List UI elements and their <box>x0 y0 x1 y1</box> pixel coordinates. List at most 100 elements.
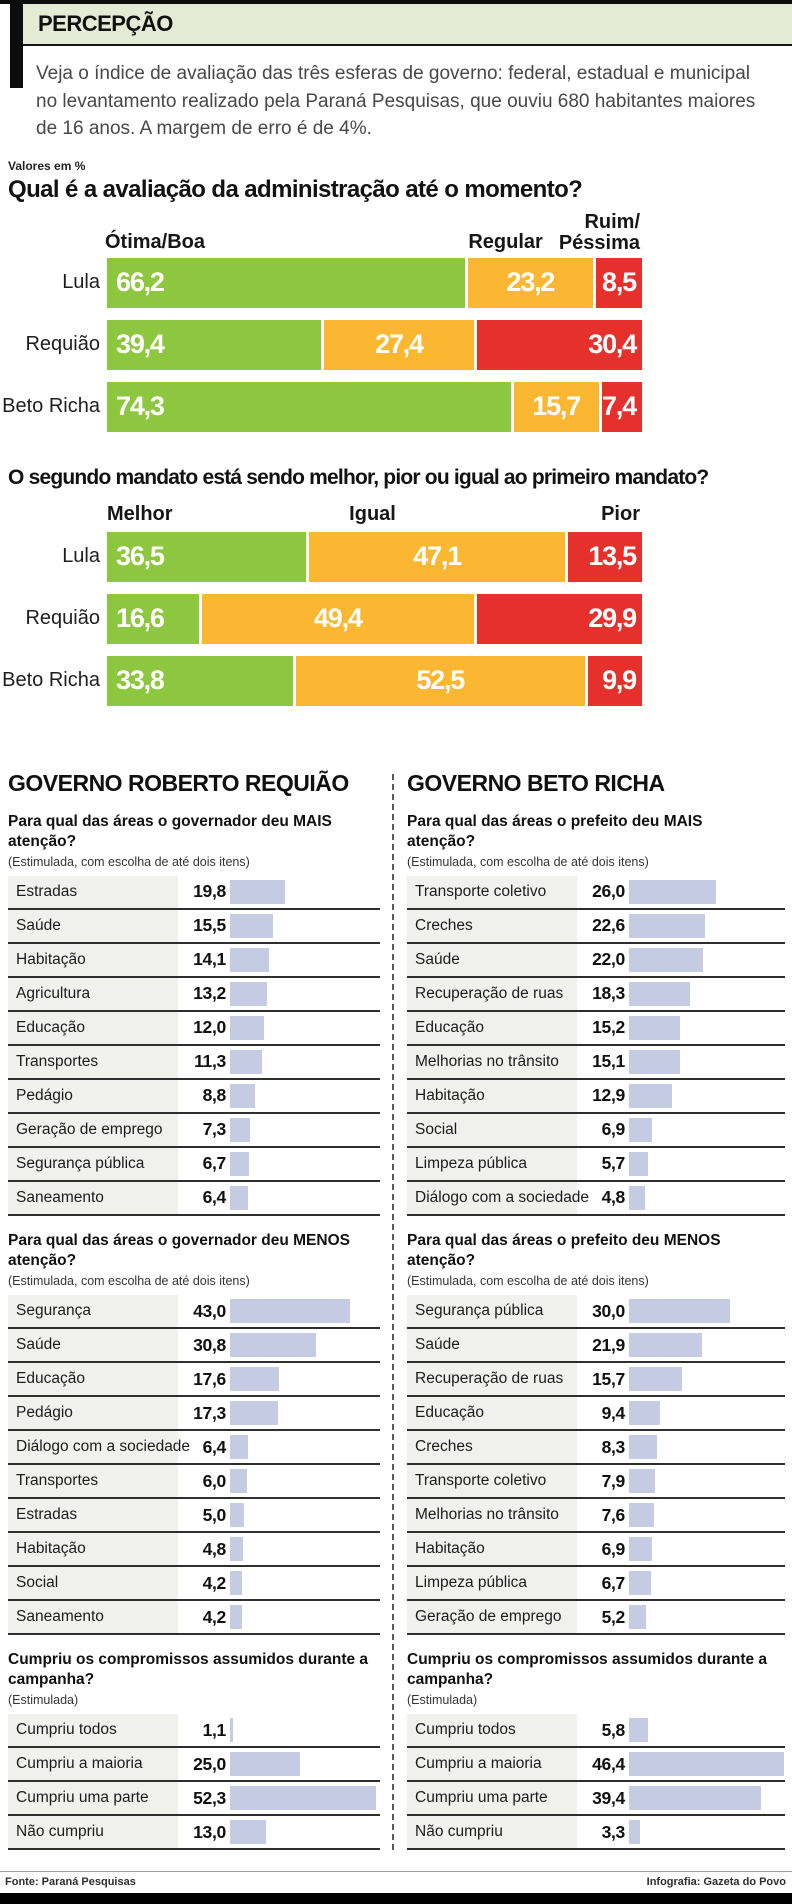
item-value: 6,9 <box>601 1119 626 1140</box>
list-row: Transporte coletivo 7,9 <box>407 1465 785 1500</box>
list-row: Segurança 43,0 <box>8 1295 380 1330</box>
question: Para qual das áreas o governador deu MAI… <box>8 812 332 850</box>
chart-title: Qual é a avaliação da administração até … <box>8 175 583 203</box>
stacked-row: Lula 36,5 47,1 13,5 <box>0 531 792 582</box>
column-header-igual: Igual <box>349 502 396 525</box>
footer-rule <box>0 1871 792 1872</box>
list-row: Pedágio 17,3 <box>8 1397 380 1432</box>
question-note: (Estimulada) <box>8 1693 79 1708</box>
segment-value: 66,2 <box>116 267 165 298</box>
panel-governo-requiao: GOVERNO ROBERTO REQUIÃO Para qual das ár… <box>8 770 380 1851</box>
item-label: Cumpriu uma parte <box>415 1789 548 1807</box>
item-label: Estradas <box>16 882 78 900</box>
item-bar <box>230 1435 248 1460</box>
item-bar <box>629 913 705 938</box>
list-row: Cumpriu uma parte 39,4 <box>407 1782 785 1817</box>
chart-title: O segundo mandato está sendo melhor, pio… <box>8 465 709 489</box>
bar-list: Transporte coletivo 26,0 Creches 22,6 Saúde 2… <box>407 875 785 1216</box>
item-value: 26,0 <box>592 881 625 902</box>
item-value: 30,8 <box>193 1334 226 1355</box>
item-label: Recuperação de ruas <box>415 1370 564 1388</box>
list-row: Social 4,2 <box>8 1567 380 1602</box>
item-bar <box>230 1605 242 1630</box>
item-bar <box>629 1401 661 1426</box>
item-value: 6,0 <box>202 1470 227 1491</box>
item-value: 7,9 <box>601 1470 626 1491</box>
stacked-row: Beto Richa 74,3 15,7 7,4 <box>0 381 792 432</box>
item-label: Transportes <box>16 1472 99 1490</box>
item-value: 22,6 <box>592 915 625 936</box>
item-value: 19,8 <box>193 881 226 902</box>
item-bar <box>629 1786 761 1811</box>
item-label: Saúde <box>16 1336 61 1354</box>
list-row: Cumpriu todos 1,1 <box>8 1714 380 1749</box>
item-bar <box>629 947 703 972</box>
list-row: Educação 17,6 <box>8 1363 380 1398</box>
item-label: Melhorias no trânsito <box>415 1506 559 1524</box>
item-value: 6,4 <box>202 1436 227 1457</box>
segment-value: 33,8 <box>116 665 165 696</box>
item-label: Habitação <box>415 1086 485 1104</box>
list-row: Cumpriu todos 5,8 <box>407 1714 785 1749</box>
segment-value: 39,4 <box>116 329 165 360</box>
item-label: Educação <box>415 1018 484 1036</box>
question-note: (Estimulada, com escolha de até dois ite… <box>8 1274 250 1289</box>
item-bar <box>230 947 270 972</box>
item-label: Segurança pública <box>16 1154 145 1172</box>
panel-title: GOVERNO BETO RICHA <box>407 769 665 796</box>
segment-value: 49,4 <box>313 603 363 634</box>
list-row: Transportes 6,0 <box>8 1465 380 1500</box>
bar-segment-1: 49,4 <box>201 593 475 644</box>
segment-value: 36,5 <box>116 541 165 572</box>
item-bar <box>629 1820 641 1845</box>
stacked-bar-chart: Lula 36,5 47,1 13,5 Requião 16,6 49,4 29,9 Beto … <box>0 531 792 706</box>
item-bar <box>230 1333 317 1358</box>
list-row: Geração de emprego 5,2 <box>407 1601 785 1636</box>
item-label: Limpeza pública <box>415 1154 528 1172</box>
source-credit: Fonte: Paraná Pesquisas <box>5 1876 136 1888</box>
question-note: (Estimulada, com escolha de até dois ite… <box>407 854 649 869</box>
list-row: Creches 22,6 <box>407 910 785 944</box>
chart-column-headers: Ótima/Boa Regular Ruim/ Péssima <box>105 204 640 254</box>
item-label: Social <box>415 1120 458 1138</box>
list-row: Educação 9,4 <box>407 1397 785 1432</box>
list-row: Habitação 6,9 <box>407 1533 785 1568</box>
item-bar <box>230 1401 279 1426</box>
item-value: 15,7 <box>592 1368 625 1389</box>
chart-column-headers: Melhor Igual Pior <box>105 500 640 526</box>
item-value: 11,3 <box>194 1051 226 1072</box>
item-bar <box>629 1151 649 1176</box>
list-row: Cumpriu uma parte 52,3 <box>8 1782 380 1817</box>
item-bar <box>629 981 691 1006</box>
list-row: Saneamento 4,2 <box>8 1601 380 1636</box>
panel-title: GOVERNO ROBERTO REQUIÃO <box>8 769 349 796</box>
list-row: Limpeza pública 5,7 <box>407 1148 785 1182</box>
item-bar <box>230 1571 242 1596</box>
item-value: 9,4 <box>601 1402 626 1423</box>
list-row: Diálogo com a sociedade 4,8 <box>407 1182 785 1216</box>
list-row: Recuperação de ruas 18,3 <box>407 978 785 1012</box>
item-label: Educação <box>415 1404 484 1422</box>
item-value: 13,2 <box>193 983 226 1004</box>
list-row: Melhorias no trânsito 7,6 <box>407 1499 785 1534</box>
item-label: Saúde <box>415 1336 460 1354</box>
item-label: Transportes <box>16 1052 99 1070</box>
item-bar <box>230 1503 244 1528</box>
row-label: Beto Richa <box>2 395 100 418</box>
item-value: 15,2 <box>592 1017 625 1038</box>
question: Para qual das áreas o prefeito deu MENOS… <box>407 1231 721 1270</box>
row-label: Beto Richa <box>2 669 100 692</box>
list-row: Não cumpriu 3,3 <box>407 1816 785 1851</box>
section-menos-atencao: Para qual das áreas o governador deu MEN… <box>8 1231 380 1636</box>
item-bar <box>629 1299 730 1324</box>
stacked-row: Beto Richa 33,8 52,5 9,9 <box>0 655 792 706</box>
item-label: Diálogo com a sociedade <box>16 1438 191 1456</box>
segment-value: 16,6 <box>116 603 165 634</box>
list-row: Social 6,9 <box>407 1114 785 1148</box>
list-row: Educação 15,2 <box>407 1012 785 1046</box>
segment-value: 15,7 <box>532 391 581 422</box>
row-label: Lula <box>62 271 100 294</box>
item-bar <box>230 879 286 904</box>
column-divider <box>392 773 394 1851</box>
page-title: PERCEPÇÃO <box>38 11 173 36</box>
